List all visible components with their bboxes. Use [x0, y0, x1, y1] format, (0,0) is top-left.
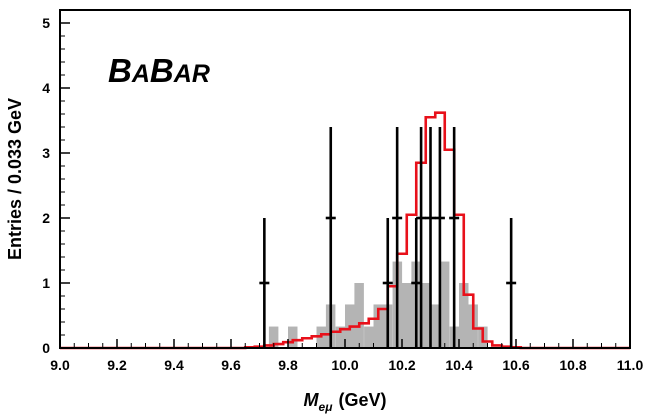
babar-logo: BABAR [108, 52, 210, 89]
x-tick-label: 11.0 [617, 357, 644, 373]
background-bar [421, 283, 431, 348]
data-points [259, 127, 517, 348]
background-bar [288, 326, 298, 348]
y-tick-label: 5 [42, 15, 50, 31]
logo-letter: A [131, 60, 150, 88]
background-bar [402, 283, 412, 348]
x-tick-label: 10.8 [559, 357, 586, 373]
logo-letter: B [108, 52, 132, 89]
x-tick-label: 10.2 [388, 357, 415, 373]
background-bar [430, 304, 440, 348]
y-tick-label: 4 [42, 80, 50, 96]
x-tick-label: 10.4 [445, 357, 472, 373]
x-tick-label: 9.0 [50, 357, 70, 373]
x-tick-label: 9.4 [164, 357, 184, 373]
logo-letter: R [192, 60, 210, 88]
y-tick-label: 0 [42, 340, 50, 356]
x-tick-label: 9.6 [221, 357, 241, 373]
y-axis-label: Entries / 0.033 GeV [5, 98, 25, 260]
x-axis-label-unit: (GeV) [338, 390, 386, 410]
x-axis-ticks: 9.0 9.2 9.4 9.6 9.8 10.0 10.2 10.4 10.6 10.8 11.0 [50, 339, 643, 373]
y-tick-label: 3 [42, 145, 50, 161]
background-bar [459, 283, 469, 348]
background-bar [335, 326, 346, 348]
x-axis-label-subscript: eμ [319, 400, 334, 414]
y-tick-label: 2 [42, 210, 50, 226]
x-tick-label: 10.6 [502, 357, 529, 373]
x-axis-label: Meμ (GeV) [304, 390, 387, 414]
y-axis-ticks: 0 1 2 3 4 5 [42, 9, 70, 356]
logo-letter: B [150, 52, 174, 89]
logo-letter: A [173, 60, 192, 88]
background-bar [268, 326, 279, 348]
background-bar [364, 326, 374, 348]
x-tick-label: 9.8 [278, 357, 298, 373]
background-bar [373, 304, 383, 348]
background-bar [439, 261, 450, 348]
background-bar [354, 283, 364, 348]
x-axis-label-symbol: M [304, 390, 320, 410]
x-tick-label: 9.2 [107, 357, 127, 373]
y-tick-label: 1 [42, 275, 50, 291]
x-tick-label: 10.0 [331, 357, 358, 373]
